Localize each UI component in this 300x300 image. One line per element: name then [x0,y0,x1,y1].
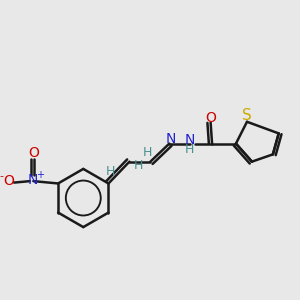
Text: N: N [184,133,195,147]
Text: -: - [0,171,3,181]
Text: H: H [105,165,115,178]
Text: O: O [205,111,216,125]
Text: O: O [4,174,14,188]
Text: H: H [185,143,194,156]
Text: N: N [165,132,176,146]
Text: +: + [36,170,44,180]
Text: H: H [143,146,152,159]
Text: N: N [28,173,38,187]
Text: O: O [28,146,39,160]
Text: S: S [242,108,252,123]
Text: H: H [134,159,143,172]
